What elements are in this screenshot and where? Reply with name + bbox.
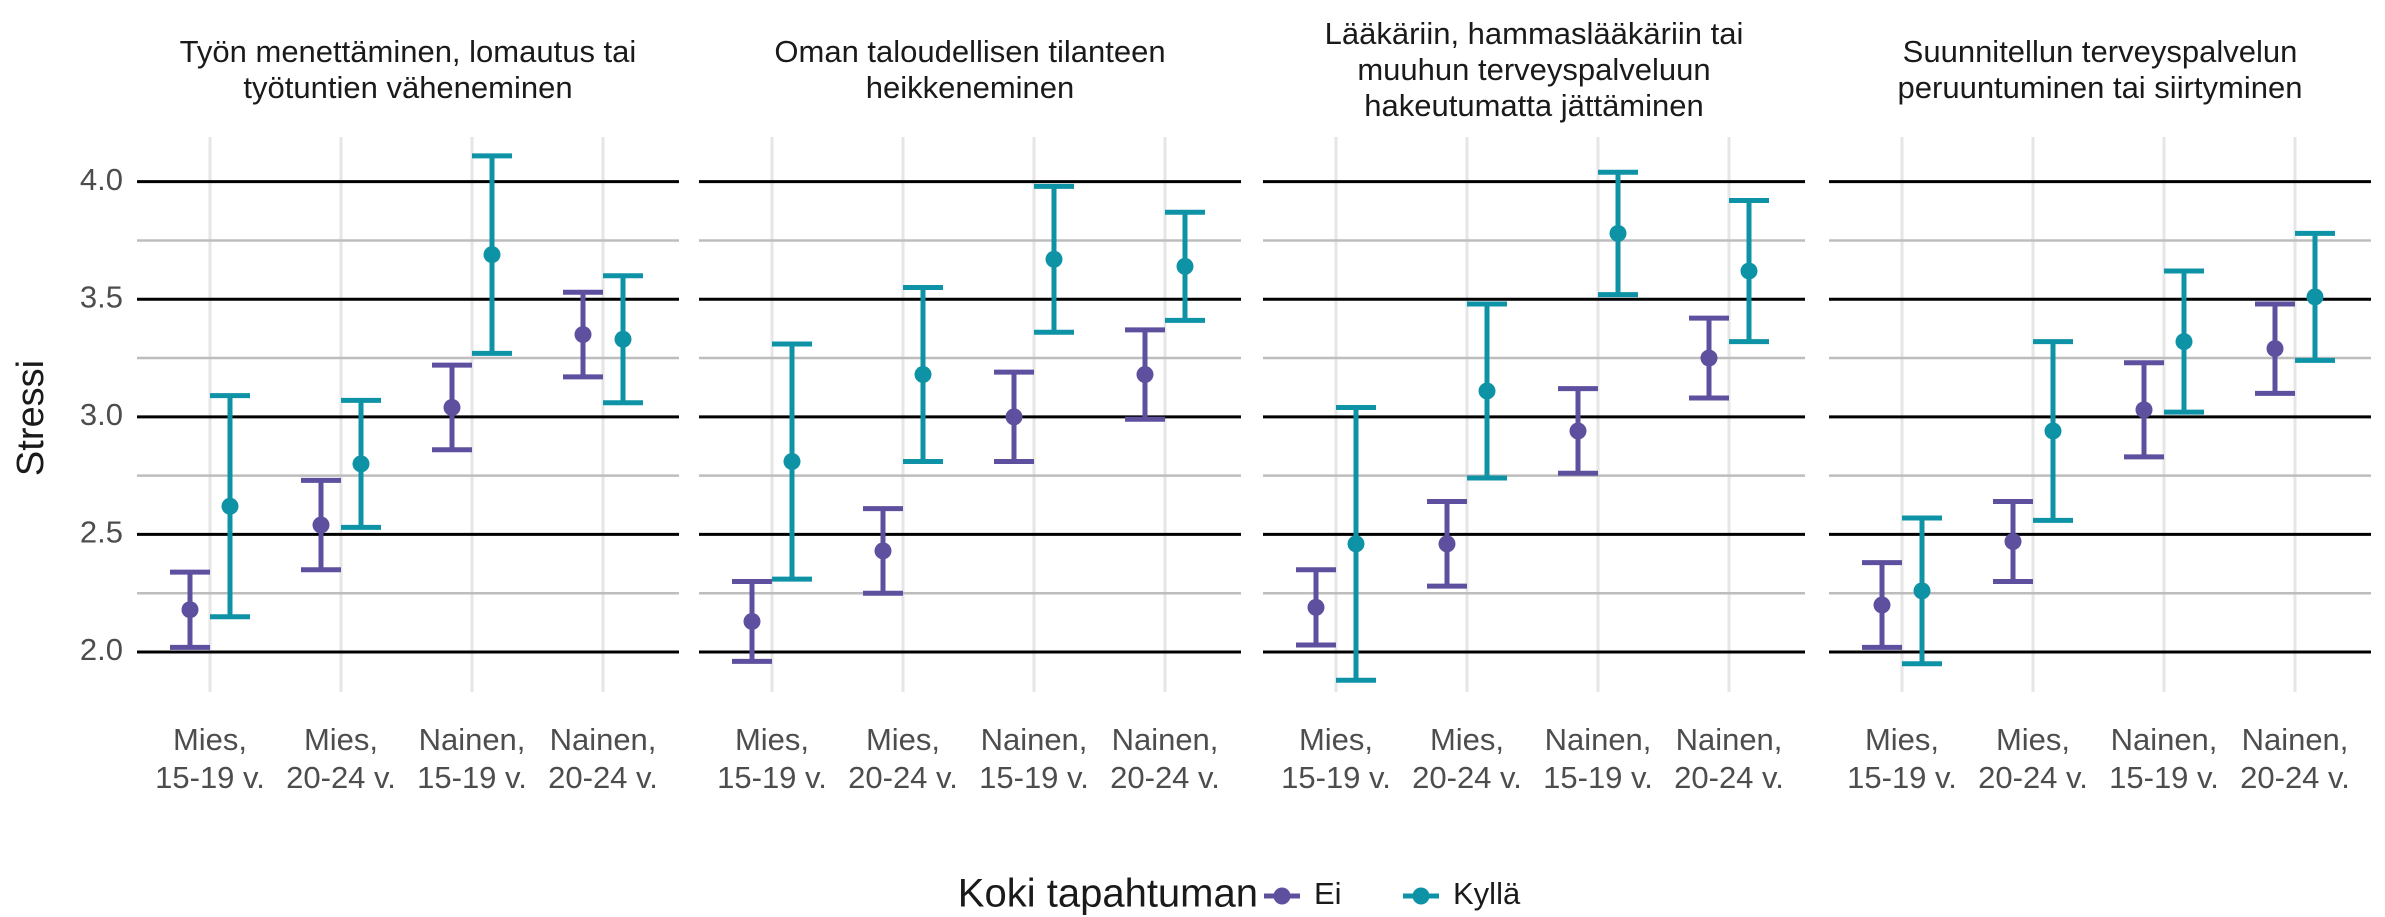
point (1569, 422, 1587, 440)
point (1740, 262, 1758, 280)
point (312, 516, 330, 534)
x-tick-label: Nainen, (2242, 722, 2349, 757)
point (2004, 532, 2022, 550)
x-tick-label: Nainen, (1545, 722, 1652, 757)
x-tick-label: Mies, (866, 722, 940, 757)
x-tick-label: 15-19 v. (979, 760, 1089, 795)
y-axis-label: Stressi (10, 360, 52, 476)
point (1438, 535, 1456, 553)
point (614, 330, 632, 348)
x-tick-label: Mies, (173, 722, 247, 757)
x-tick-label: 20-24 v. (2240, 760, 2350, 795)
y-tick-label: 3.5 (80, 279, 123, 314)
x-tick-label: 15-19 v. (717, 760, 827, 795)
x-tick-label: 15-19 v. (2109, 760, 2219, 795)
point (783, 453, 801, 471)
y-tick-label: 2.5 (80, 515, 123, 550)
x-tick-label: Nainen, (1676, 722, 1783, 757)
point (914, 366, 932, 384)
point (743, 612, 761, 630)
x-tick-label: Mies, (1430, 722, 1504, 757)
panel-title: Suunnitellun terveyspalvelun (1903, 34, 2298, 69)
x-tick-label: Nainen, (550, 722, 657, 757)
point (1913, 582, 1931, 600)
x-tick-label: 15-19 v. (1281, 760, 1391, 795)
point (1700, 349, 1718, 367)
legend-swatch-dot (1273, 887, 1291, 905)
x-tick-label: 20-24 v. (1412, 760, 1522, 795)
x-tick-label: 20-24 v. (1978, 760, 2088, 795)
point (1045, 250, 1063, 268)
point (874, 542, 892, 560)
point (1347, 535, 1365, 553)
point (181, 601, 199, 619)
legend-swatch-dot (1412, 887, 1430, 905)
x-tick-label: 20-24 v. (1674, 760, 1784, 795)
y-tick-label: 2.0 (80, 632, 123, 667)
point (2135, 401, 2153, 419)
x-tick-label: Mies, (735, 722, 809, 757)
point (2266, 340, 2284, 358)
panel-title: hakeutumatta jättäminen (1364, 88, 1704, 123)
x-tick-label: Mies, (1996, 722, 2070, 757)
x-tick-label: Nainen, (419, 722, 526, 757)
x-tick-label: Mies, (304, 722, 378, 757)
x-tick-label: 20-24 v. (548, 760, 658, 795)
x-tick-label: Nainen, (981, 722, 1088, 757)
point (574, 326, 592, 344)
point (483, 246, 501, 264)
legend-label: Kyllä (1453, 876, 1521, 911)
legend-label: Ei (1314, 876, 1342, 911)
point (443, 398, 461, 416)
x-tick-label: 20-24 v. (1110, 760, 1220, 795)
y-tick-label: 4.0 (80, 162, 123, 197)
point (1136, 366, 1154, 384)
panel-title: muuhun terveyspalveluun (1357, 52, 1710, 87)
point (1307, 598, 1325, 616)
x-tick-label: Nainen, (2111, 722, 2218, 757)
panel-title: heikkeneminen (866, 70, 1075, 105)
x-tick-label: 20-24 v. (848, 760, 958, 795)
y-tick-label: 3.0 (80, 397, 123, 432)
x-tick-label: 15-19 v. (1847, 760, 1957, 795)
x-tick-label: 15-19 v. (417, 760, 527, 795)
point (2175, 333, 2193, 351)
panel-title: Työn menettäminen, lomautus tai (180, 34, 637, 69)
point (1873, 596, 1891, 614)
panel-title: työtuntien väheneminen (243, 70, 572, 105)
x-tick-label: 15-19 v. (155, 760, 265, 795)
panel-title: Oman taloudellisen tilanteen (774, 34, 1165, 69)
point (2306, 288, 2324, 306)
point (1005, 408, 1023, 426)
x-tick-label: Mies, (1299, 722, 1373, 757)
x-tick-label: 15-19 v. (1543, 760, 1653, 795)
point (1176, 257, 1194, 275)
panel-title: Lääkäriin, hammaslääkäriin tai (1325, 16, 1744, 51)
legend-title: Koki tapahtuman (958, 872, 1258, 916)
point (1478, 382, 1496, 400)
x-tick-label: Mies, (1865, 722, 1939, 757)
point (2044, 422, 2062, 440)
point (221, 497, 239, 515)
point (1609, 224, 1627, 242)
x-tick-label: Nainen, (1112, 722, 1219, 757)
point (352, 455, 370, 473)
panel-title: peruuntuminen tai siirtyminen (1898, 70, 2303, 105)
x-tick-label: 20-24 v. (286, 760, 396, 795)
